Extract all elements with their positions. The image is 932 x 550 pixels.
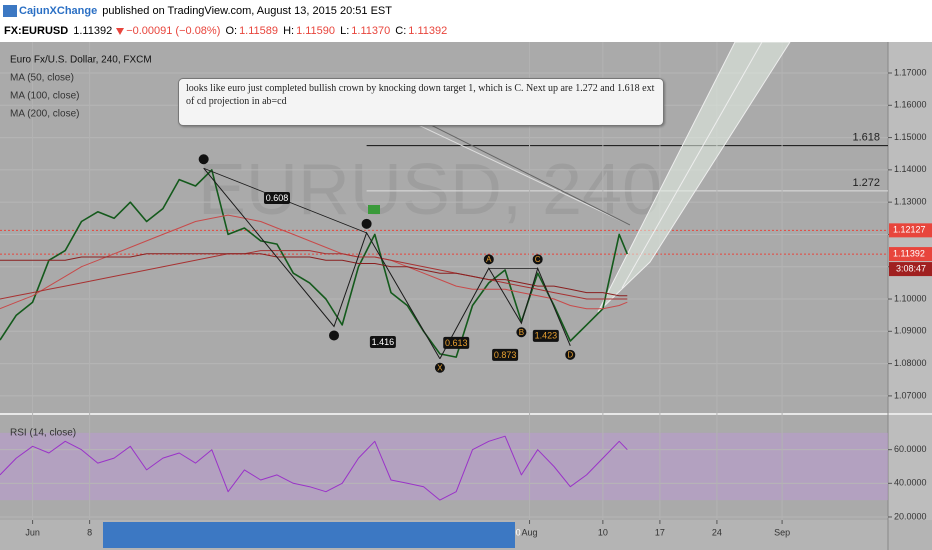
ohlc-label: C: [395, 25, 407, 37]
y-tick-label: 1.14000 [894, 164, 927, 174]
y-tick-label: 60.0000 [894, 444, 927, 454]
ohlc-value: 1.11590 [296, 25, 336, 37]
y-tick-label: 1.13000 [894, 197, 927, 207]
ratio-box [369, 335, 396, 348]
symbol-bar: FX:EURUSD 1.11392 −0.00091 (−0.08%) O: 1.1… [0, 21, 932, 41]
y-tick-label: 1.09000 [894, 326, 927, 336]
y-tick-label: 1.08000 [894, 358, 927, 368]
pattern-label: D [567, 350, 573, 359]
price-change: −0.00091 (−0.08%) [126, 25, 221, 37]
pattern-label: X [437, 363, 443, 372]
pattern-leg [439, 266, 571, 360]
price-box [889, 223, 932, 238]
logo [3, 5, 17, 18]
ratio-box [532, 329, 559, 342]
y-tick-label: 40.0000 [894, 478, 927, 488]
ohlc-value: 1.11392 [408, 25, 448, 37]
pattern-point [565, 349, 576, 360]
ohlc-label: L: [340, 25, 350, 37]
pattern-point [329, 330, 340, 341]
pattern-label: C [535, 255, 541, 264]
ohlc-label: H: [283, 25, 295, 37]
ratio-box [263, 191, 290, 204]
symbol: FX:EURUSD [4, 25, 69, 37]
rsi-pane [0, 415, 888, 520]
y-tick-label: 1.10000 [894, 293, 927, 303]
published: published on TradingView.com, August 13,… [102, 5, 392, 17]
ratio-label: 0.608 [266, 193, 289, 203]
ohlc-label: O: [225, 25, 238, 37]
pattern-point [532, 254, 543, 265]
x-tick-label: Aug [522, 527, 538, 537]
countdown-box [889, 262, 932, 277]
price-axis [888, 42, 932, 520]
ratio-label: 1.416 [372, 337, 395, 347]
flag-icon [368, 205, 380, 214]
pattern-label: A [201, 155, 207, 164]
y-tick-label: 1.15000 [894, 132, 927, 142]
watermark: EURUSD, 240 [198, 150, 662, 230]
x-tick-label: 17 [655, 527, 665, 537]
price-box-label: 1.11392 [893, 248, 925, 258]
callout-pointer [411, 121, 631, 226]
pattern-label: C [364, 219, 370, 228]
y-tick-label: 1.16000 [894, 100, 927, 110]
legend-entry: MA (100, close) [10, 91, 79, 102]
pattern-label: B [331, 331, 336, 340]
channel [597, 42, 791, 313]
author[interactable]: CajunXChange [19, 5, 98, 17]
pattern-label: A [486, 255, 492, 264]
publish-bar: CajunXChange published on TradingView.co… [0, 1, 932, 21]
rsi-band [0, 432, 888, 501]
ohlc-value: 1.11370 [351, 25, 391, 37]
pattern-point [361, 218, 372, 229]
series-line [0, 435, 628, 501]
pattern-point [516, 327, 527, 338]
legend-entry: Euro Fx/U.S. Dollar, 240, FXCM [10, 55, 152, 66]
x-tick-label: Jun [25, 527, 40, 537]
pattern-leg [203, 167, 441, 360]
ratio-box [492, 348, 519, 361]
ohlc-value: 1.11589 [239, 25, 279, 37]
down-arrow [116, 27, 125, 35]
callout-pointer [424, 121, 631, 226]
series-line [0, 250, 628, 300]
price-box [889, 247, 932, 262]
price-box-label: 1.12127 [893, 225, 926, 235]
y-tick-label: 20.0000 [894, 511, 927, 521]
pattern-point [198, 154, 209, 165]
time-highlight [103, 522, 515, 548]
ratio-box [443, 336, 470, 349]
ratio-label: 0.873 [494, 350, 517, 360]
fib-label: 1.272 [852, 177, 880, 189]
legend-entry: RSI (14, close) [10, 428, 76, 439]
legend-entry: MA (50, close) [10, 73, 74, 84]
x-tick-label: 10 [598, 527, 608, 537]
y-tick-label: 1.17000 [894, 67, 927, 77]
countdown: 3:08:47 [896, 263, 926, 273]
x-tick-label: Sep [774, 527, 790, 537]
annotation: looks like euro just completed bullish c… [178, 78, 664, 126]
fib-label: 1.618 [852, 132, 880, 144]
ratio-label: 0.613 [445, 338, 468, 348]
pattern-label: B [519, 328, 524, 337]
x-tick-label: 8 [87, 527, 92, 537]
series-line [0, 253, 628, 297]
pattern-point [434, 362, 445, 373]
y-tick-label: 1.07000 [894, 390, 927, 400]
pattern-point [483, 254, 494, 265]
legend-entry: MA (200, close) [10, 109, 79, 120]
last-price: 1.11392 [73, 25, 113, 37]
ratio-label: 1.423 [535, 331, 558, 341]
channel-midline [621, 42, 763, 289]
x-tick-label: 24 [712, 527, 722, 537]
